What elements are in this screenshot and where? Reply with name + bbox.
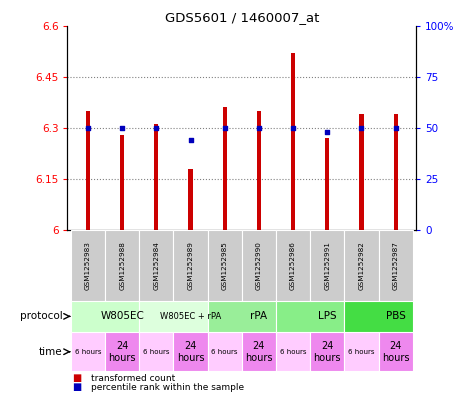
Bar: [120, 134, 124, 230]
Text: 24
hours: 24 hours: [108, 341, 136, 362]
Text: time: time: [39, 347, 63, 357]
Text: PBS: PBS: [386, 311, 405, 321]
Bar: [257, 111, 261, 230]
Text: 24
hours: 24 hours: [382, 341, 409, 362]
Bar: [379, 230, 413, 301]
Bar: [71, 332, 105, 371]
Bar: [345, 332, 379, 371]
Text: GSM1252984: GSM1252984: [153, 241, 159, 290]
Text: 24
hours: 24 hours: [245, 341, 272, 362]
Text: GSM1252985: GSM1252985: [222, 241, 228, 290]
Bar: [310, 230, 345, 301]
Text: 24
hours: 24 hours: [177, 341, 204, 362]
Text: GSM1252987: GSM1252987: [392, 241, 399, 290]
Text: GSM1252990: GSM1252990: [256, 241, 262, 290]
Point: [221, 125, 228, 131]
Bar: [207, 332, 242, 371]
Point: [289, 125, 297, 131]
Bar: [173, 230, 207, 301]
Bar: [276, 301, 345, 332]
Point: [153, 125, 160, 131]
Bar: [310, 332, 345, 371]
Point: [187, 137, 194, 143]
Text: 6 hours: 6 hours: [75, 349, 101, 355]
Text: GSM1252991: GSM1252991: [324, 241, 330, 290]
Bar: [105, 230, 139, 301]
Text: LPS: LPS: [318, 311, 337, 321]
Point: [84, 125, 92, 131]
Point: [119, 125, 126, 131]
Text: 6 hours: 6 hours: [280, 349, 306, 355]
Bar: [105, 332, 139, 371]
Text: rPA: rPA: [250, 311, 267, 321]
Title: GDS5601 / 1460007_at: GDS5601 / 1460007_at: [165, 11, 319, 24]
Bar: [139, 301, 207, 332]
Bar: [223, 107, 227, 230]
Bar: [242, 332, 276, 371]
Bar: [345, 301, 413, 332]
Text: W805EC: W805EC: [100, 311, 144, 321]
Bar: [71, 230, 105, 301]
Bar: [359, 114, 364, 230]
Bar: [276, 230, 310, 301]
Text: GSM1252989: GSM1252989: [187, 241, 193, 290]
Text: GSM1252983: GSM1252983: [85, 241, 91, 290]
Bar: [71, 301, 139, 332]
Bar: [173, 332, 207, 371]
Text: 6 hours: 6 hours: [348, 349, 375, 355]
Text: GSM1252988: GSM1252988: [119, 241, 125, 290]
Text: 24
hours: 24 hours: [313, 341, 341, 362]
Bar: [393, 114, 398, 230]
Text: ■: ■: [72, 382, 81, 392]
Bar: [345, 230, 379, 301]
Text: W805EC + rPA: W805EC + rPA: [160, 312, 221, 321]
Point: [255, 125, 263, 131]
Text: 6 hours: 6 hours: [212, 349, 238, 355]
Text: transformed count: transformed count: [91, 374, 175, 382]
Text: GSM1252986: GSM1252986: [290, 241, 296, 290]
Bar: [276, 332, 310, 371]
Point: [358, 125, 365, 131]
Bar: [325, 138, 329, 230]
Bar: [154, 124, 159, 230]
Text: GSM1252982: GSM1252982: [359, 241, 365, 290]
Bar: [86, 111, 90, 230]
Bar: [379, 332, 413, 371]
Bar: [291, 53, 295, 230]
Bar: [139, 230, 173, 301]
Bar: [207, 301, 276, 332]
Point: [324, 129, 331, 135]
Bar: [207, 230, 242, 301]
Bar: [188, 169, 193, 230]
Text: ■: ■: [72, 373, 81, 383]
Text: percentile rank within the sample: percentile rank within the sample: [91, 383, 244, 391]
Bar: [242, 230, 276, 301]
Point: [392, 125, 399, 131]
Text: 6 hours: 6 hours: [143, 349, 170, 355]
Text: protocol: protocol: [20, 311, 63, 321]
Bar: [139, 332, 173, 371]
